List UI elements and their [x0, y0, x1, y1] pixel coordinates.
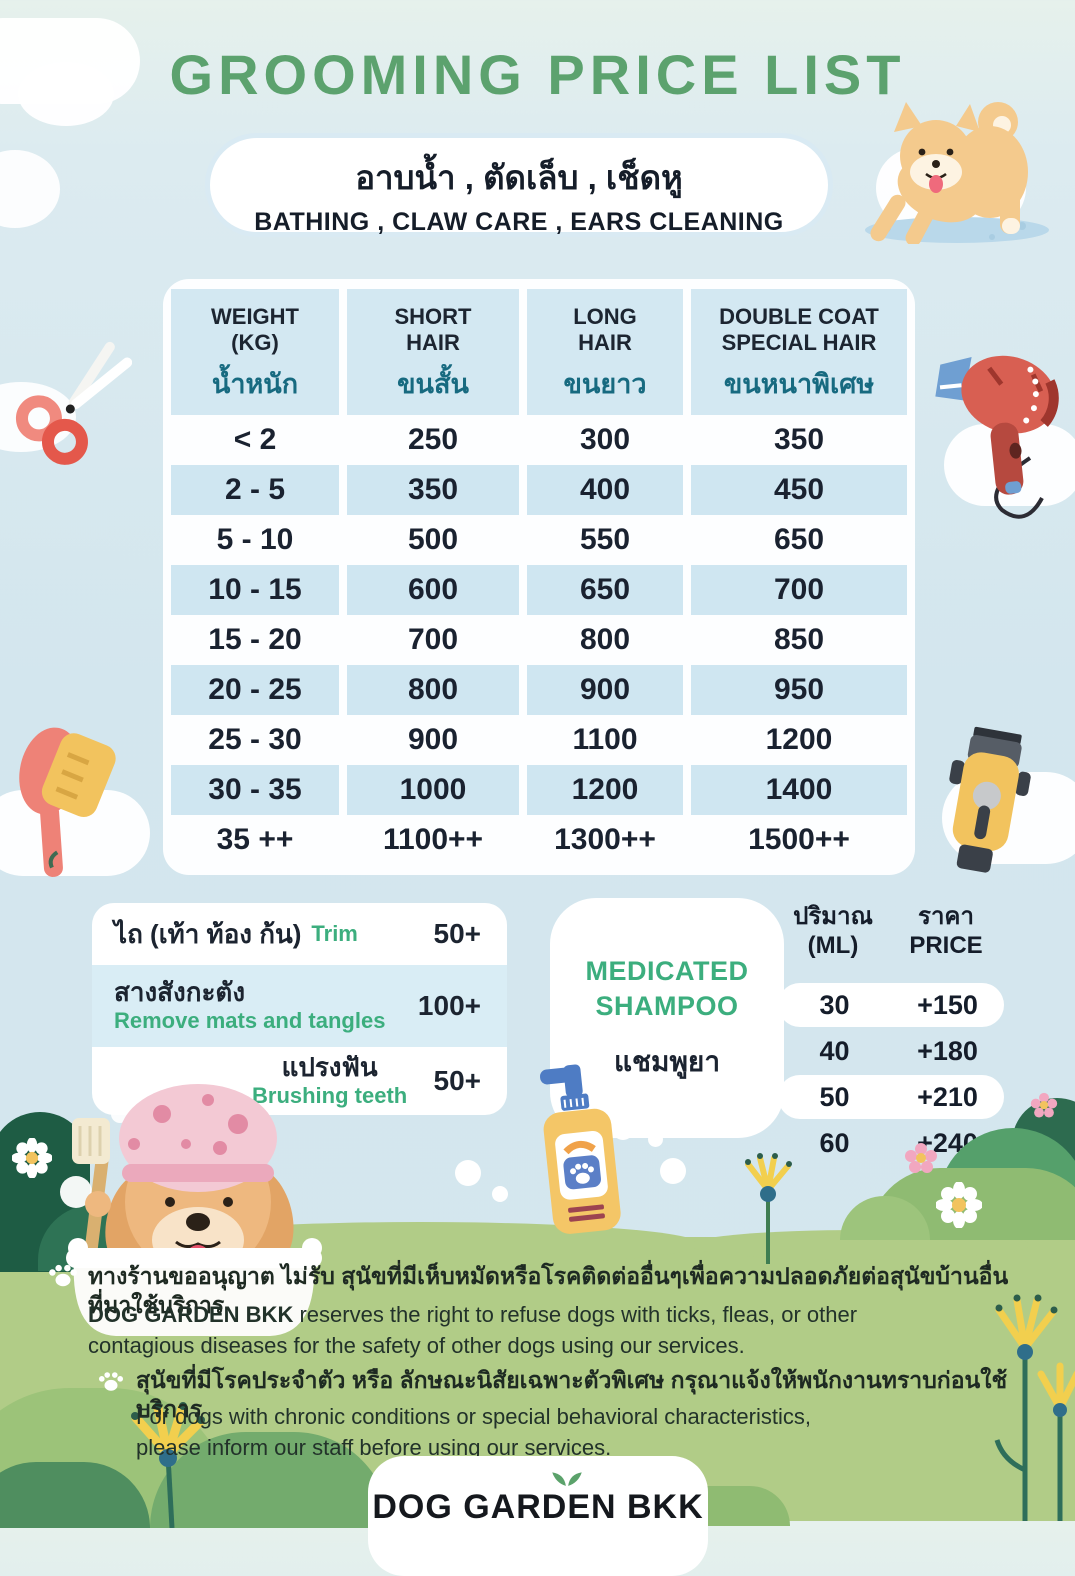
bubble-dot	[660, 1158, 686, 1184]
table-cell: 800	[579, 623, 631, 656]
table-cell: 850	[773, 623, 825, 656]
thought-dot	[648, 1132, 663, 1147]
col-header-price: ราคา PRICE	[909, 903, 983, 959]
notice-2-thai: สุนัขที่มีโรคประจำตัว หรือ ลักษณะนิสัยเฉ…	[136, 1367, 1008, 1422]
subtitle-thai: อาบน้ำ , ตัดเล็บ , เช็ดหู	[355, 159, 683, 196]
table-cell: 700	[407, 623, 459, 656]
table-cell: 500	[407, 523, 459, 556]
extra-service-trim: ไถ (เท้า ท้อง ก้น) Trim 50+	[114, 918, 481, 949]
yellow-fan-flower-icon	[745, 1153, 792, 1264]
shampoo-row: 50 +210	[778, 1075, 1004, 1119]
table-cell: 10 - 15	[171, 565, 339, 615]
table-cell: 950	[691, 665, 907, 715]
grooming-brush-icon	[19, 727, 116, 877]
notice-1-thai: ทางร้านขออนุญาต ไม่รับ สุนัขที่มีเห็บหมั…	[88, 1263, 1009, 1318]
table-cell: 800	[347, 665, 519, 715]
table-cell: 350	[773, 423, 825, 456]
shampoo-row: 40 +180	[819, 1035, 978, 1066]
medicated-shampoo-title: MEDICATED SHAMPOO	[585, 956, 749, 1022]
thought-dot	[612, 1118, 634, 1140]
table-cell: 30 - 35	[171, 765, 339, 815]
table-cell: 400	[527, 465, 683, 515]
grooming-price-table: WEIGHT (KG) น้ำหนัก SHORT HAIR ขนสั้น LO…	[163, 279, 915, 875]
table-cell: 1500++	[748, 823, 850, 856]
table-cell: 20 - 25	[171, 665, 339, 715]
pink-flower-icon	[1030, 1092, 1058, 1118]
shampoo-price-table: ปริมาณ (ML) ราคา PRICE 30 +150 40 +180 5…	[778, 903, 1004, 1165]
table-cell: < 2	[233, 423, 277, 456]
dog-in-bathtub-icon	[60, 1084, 322, 1336]
table-cell: 25 - 30	[208, 723, 302, 756]
table-cell: 900	[527, 665, 683, 715]
extra-services-box: ไถ (เท้า ท้อง ก้น) Trim 50+ สางสังกะตัง …	[92, 903, 507, 1115]
col-header-weight: WEIGHT (KG) น้ำหนัก	[171, 289, 339, 415]
paw-icon	[98, 1372, 124, 1391]
col-header-short-hair: SHORT HAIR ขนสั้น	[347, 289, 519, 415]
col-header-double-coat: DOUBLE COAT SPECIAL HAIR ขนหนาพิเศษ	[691, 289, 907, 415]
extra-service-teeth: แปรงฟัน Brushing teeth 50+	[252, 1052, 481, 1109]
table-cell: 600	[347, 565, 519, 615]
shiba-dog-icon	[865, 102, 1049, 244]
medicated-shampoo-thai: แชมพูยา	[613, 1046, 721, 1078]
scissors-icon	[15, 341, 132, 465]
table-cell: 35 ++	[216, 823, 294, 856]
shampoo-bottle-icon	[540, 1064, 621, 1234]
table-cell: 5 - 10	[216, 523, 294, 556]
table-cell: 1200	[527, 765, 683, 815]
table-cell: 350	[347, 465, 519, 515]
daisy-flower-icon	[12, 1138, 52, 1178]
logo-pill: DOG GARDEN BKK	[368, 1456, 708, 1576]
medicated-shampoo-bubble: MEDICATED SHAMPOO แชมพูยา	[550, 898, 784, 1138]
table-cell: 900	[407, 723, 459, 756]
table-cell: 1300++	[554, 823, 656, 856]
shampoo-row: 30 +150	[778, 983, 1004, 1027]
logo-sprout-icon	[552, 1472, 582, 1486]
table-cell: 650	[527, 565, 683, 615]
pink-flower-icon	[905, 1143, 937, 1173]
hair-dryer-icon	[935, 355, 1059, 519]
notice-2-english: For dogs with chronic conditions or spec…	[136, 1404, 811, 1460]
table-cell: 450	[691, 465, 907, 515]
table-cell: 1100	[572, 723, 638, 756]
table-cell: 650	[773, 523, 825, 556]
table-cell: 2 - 5	[171, 465, 339, 515]
daisy-flower-icon	[936, 1182, 982, 1228]
table-cell: 550	[579, 523, 631, 556]
table-cell: 1100++	[382, 823, 484, 856]
page-title: GROOMING PRICE LIST	[169, 43, 906, 106]
table-cell: 1000	[347, 765, 519, 815]
subtitle-pill: อาบน้ำ , ตัดเล็บ , เช็ดหู BATHING , CLAW…	[205, 133, 833, 237]
yellow-fan-flower-icon	[131, 1402, 205, 1528]
table-cell: 1200	[765, 723, 833, 756]
cloud	[18, 62, 114, 126]
table-cell: 15 - 20	[208, 623, 302, 656]
hair-clippers-icon	[949, 726, 1031, 873]
table-cell: 300	[579, 423, 631, 456]
extra-service-mats: สางสังกะตัง Remove mats and tangles 100+	[92, 965, 507, 1047]
paw-icon	[49, 1264, 77, 1287]
table-cell: 700	[691, 565, 907, 615]
brand-name: DOG GARDEN BKK	[88, 1302, 294, 1327]
logo-text: DOG GARDEN BKK	[372, 1488, 704, 1526]
subtitle-english: BATHING , CLAW CARE , EARS CLEANING	[254, 208, 784, 236]
table-cell: 1400	[691, 765, 907, 815]
notice-1-english: DOG GARDEN BKK reserves the right to ref…	[88, 1302, 858, 1358]
cloud	[0, 150, 60, 228]
table-cell: 250	[407, 423, 459, 456]
col-header-long-hair: LONG HAIR ขนยาว	[527, 289, 683, 415]
yellow-fan-flower-icon	[994, 1294, 1075, 1521]
bubble-dot	[455, 1160, 481, 1186]
bubble-dot	[492, 1186, 508, 1202]
col-header-volume: ปริมาณ (ML)	[793, 903, 873, 959]
